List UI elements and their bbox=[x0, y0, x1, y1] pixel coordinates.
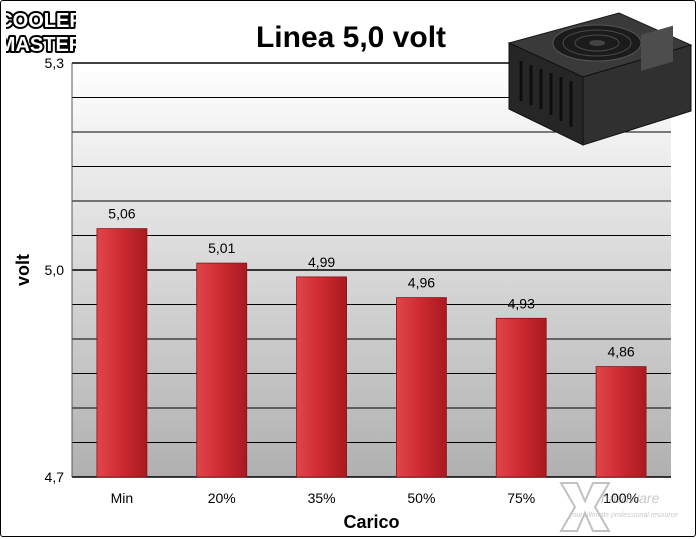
bar bbox=[96, 228, 148, 478]
power-supply-image bbox=[507, 12, 693, 146]
logo-line-2-fill: MASTER bbox=[6, 34, 76, 56]
logo-line-2: MASTER bbox=[6, 34, 76, 56]
data-label: 4,86 bbox=[607, 344, 634, 360]
bar bbox=[595, 366, 647, 478]
data-label: 4,99 bbox=[308, 254, 335, 270]
x-tick-label: 50% bbox=[407, 490, 435, 506]
bar bbox=[495, 317, 547, 478]
data-labels: 5,06 5,01 4,99 4,96 4,93 4,86 bbox=[108, 206, 635, 360]
watermark-line-2: your ultimate professional resource bbox=[568, 512, 678, 519]
hardware-upgrade-watermark: hardware your ultimate professional reso… bbox=[559, 482, 678, 532]
y-tick-label: 5,3 bbox=[45, 55, 65, 71]
bar bbox=[296, 276, 347, 478]
data-label: 5,06 bbox=[108, 206, 135, 222]
data-label: 5,01 bbox=[208, 240, 235, 256]
x-tick-labels: Min 20% 35% 50% 75% 100% bbox=[111, 490, 639, 506]
x-tick-label: 100% bbox=[603, 490, 639, 506]
y-tick-label: 4,7 bbox=[45, 469, 65, 485]
chart-title: Linea 5,0 volt bbox=[255, 21, 447, 54]
x-tick-label: 35% bbox=[308, 490, 336, 506]
data-label: 4,96 bbox=[408, 275, 435, 291]
bar bbox=[196, 262, 248, 478]
watermark-line-1: hardware bbox=[601, 490, 660, 506]
x-tick-label: 75% bbox=[507, 490, 535, 506]
x-tick-label: 20% bbox=[208, 490, 236, 506]
y-axis-title: volt bbox=[13, 254, 33, 286]
x-axis-title: Carico bbox=[343, 512, 399, 532]
logo-line-1-fill: COOLER bbox=[6, 10, 76, 32]
bars bbox=[96, 228, 647, 478]
cooler-master-logo: COOLER COOLER MASTER MASTER bbox=[6, 5, 76, 57]
y-tick-label: 5,0 bbox=[45, 262, 65, 278]
logo-line-1: COOLER bbox=[6, 10, 76, 32]
data-label: 4,93 bbox=[508, 295, 535, 311]
x-tick-label: Min bbox=[111, 490, 134, 506]
y-tick-labels: 4,7 5,0 5,3 bbox=[45, 55, 65, 485]
bar bbox=[396, 297, 447, 478]
